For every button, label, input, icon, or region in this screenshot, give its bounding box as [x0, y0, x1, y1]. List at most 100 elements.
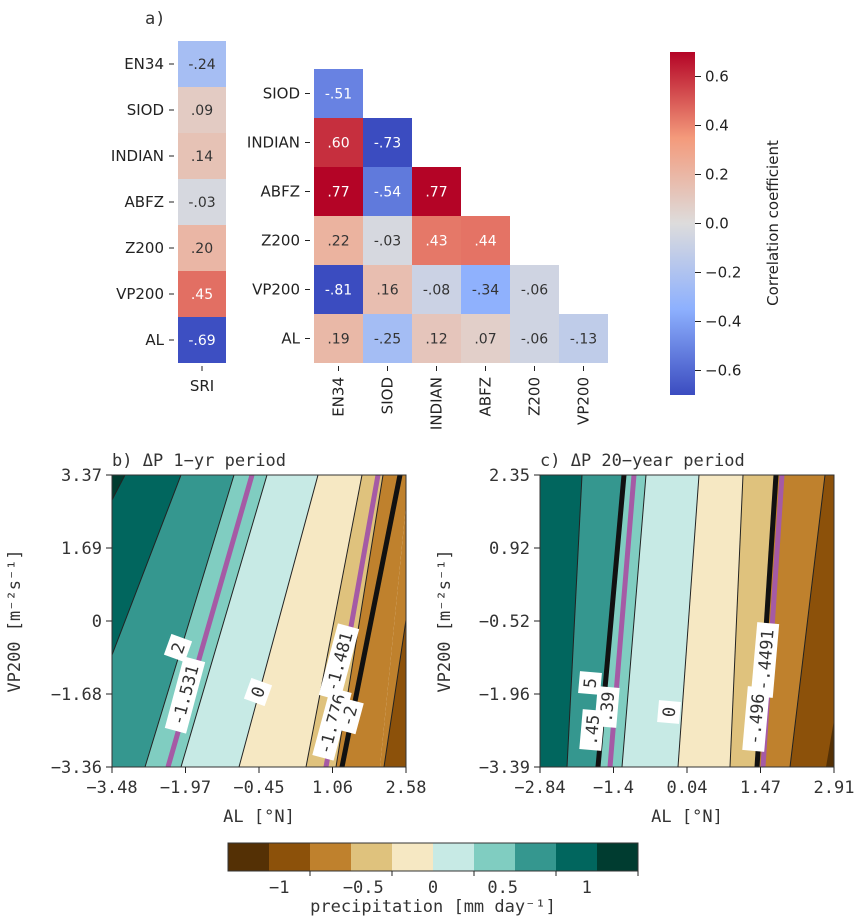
heatmap-cell: [412, 216, 461, 265]
heatmap-cell: [363, 216, 412, 265]
panel-c-title: c) ΔP 20−year period: [540, 451, 745, 471]
y-tick-label: −1.68: [51, 685, 102, 705]
column-tick-label: Z200: [526, 377, 544, 416]
heatmap-cell: [314, 216, 363, 265]
x-tick-label: 1.47: [740, 778, 781, 798]
y-tick-label: 0: [92, 612, 102, 632]
y-tick-label: 2.35: [489, 466, 530, 486]
row-tick-label: SIOD: [127, 101, 164, 119]
heatmap-cell: [314, 314, 363, 363]
heatmap-cell: [510, 314, 559, 363]
heatmap-cell: [363, 265, 412, 314]
row-tick-label: Z200: [261, 232, 300, 250]
x-tick-label: −1.4: [593, 778, 634, 798]
colorbar-tick-label: 0.2: [705, 166, 729, 184]
correlation-triangle-heatmap: -.51 SIOD .60 -.73 INDIAN .77 -.54 .77 ABFZ .22 -.…: [247, 69, 608, 430]
cell-value-label: -.51: [325, 87, 352, 103]
colorbar-tick-label: 0: [428, 878, 438, 898]
y-tick-label: −1.96: [479, 685, 530, 705]
colorbar-tick-label: 0.6: [705, 68, 729, 86]
colorbar-tick-label: 0.0: [705, 215, 729, 233]
row-tick-label: ABFZ: [261, 183, 300, 201]
heatmap-cell: [363, 167, 412, 216]
y-tick-label: 1.69: [61, 539, 102, 559]
colorbar-tick-label: 1: [582, 878, 592, 898]
cell-value-label: .43: [425, 234, 447, 250]
heatmap-cell: [461, 314, 510, 363]
colorbar-tick-label: −0.2: [705, 264, 741, 282]
row-tick-label: ABFZ: [125, 193, 164, 211]
correlation-colorbar-gradient: [670, 52, 695, 395]
colorbar-tick-label: −0.5: [343, 878, 384, 898]
column-tick-label: VP200: [575, 377, 593, 425]
row-tick-label: AL: [145, 331, 164, 349]
y-tick-label: −3.39: [479, 758, 530, 778]
row-tick-label: INDIAN: [111, 147, 164, 165]
panel-c-contour-labels: 5 .39 0 -.4491 -.496 .45: [578, 622, 780, 752]
heatmap-cell: [412, 167, 461, 216]
cell-value-label: .12: [425, 332, 447, 348]
cell-value-label: -.73: [374, 136, 401, 152]
cell-value-label: .20: [191, 241, 213, 257]
cell-value-label: .77: [327, 185, 349, 201]
heatmap-cell: [559, 314, 608, 363]
colorbar-tick-label: 0.4: [705, 117, 729, 135]
cell-value-label: .45: [191, 287, 213, 303]
colorbar-segment: [556, 843, 597, 871]
contour-label: 5: [581, 677, 602, 689]
cell-value-label: -.06: [521, 283, 548, 299]
cell-value-label: .44: [474, 234, 496, 250]
x-tick-label: 2.58: [386, 778, 427, 798]
x-tick-label: −0.45: [233, 778, 284, 798]
heatmap-cell: [363, 314, 412, 363]
cell-value-label: -.24: [188, 57, 215, 73]
panel-a-label: a): [145, 9, 165, 29]
x-tick-label: 2.91: [814, 778, 855, 798]
heatmap-cell: [178, 133, 226, 179]
heatmap-cell: [461, 265, 510, 314]
panel-b-contour-plot: [112, 475, 406, 767]
row-tick-label: INDIAN: [247, 134, 300, 152]
row-tick-label: VP200: [116, 285, 164, 303]
heatmap-cell: [510, 265, 559, 314]
heatmap-cell: [314, 167, 363, 216]
y-tick-label: −0.52: [479, 612, 530, 632]
contour-label: 0: [660, 706, 681, 718]
panel-b-xlabel: AL [°N]: [223, 807, 295, 827]
colorbar-segment: [433, 843, 474, 871]
heatmap-cell: [178, 41, 226, 87]
cell-value-label: -.81: [325, 283, 352, 299]
cell-value-label: .19: [327, 332, 349, 348]
sri-heatmap: -.24 EN34 .09 SIOD .14 INDIAN -.03 ABFZ .20 Z200.…: [111, 41, 226, 395]
x-tick-label: −2.84: [514, 778, 565, 798]
cell-value-label: .60: [327, 136, 349, 152]
cell-value-label: -.08: [423, 283, 450, 299]
row-tick-label: VP200: [252, 281, 300, 299]
contour-label: .45: [582, 714, 605, 746]
column-tick-label: SRI: [190, 377, 214, 395]
cell-value-label: -.34: [472, 283, 499, 299]
cell-value-label: .09: [191, 103, 213, 119]
heatmap-cell: [412, 314, 461, 363]
colorbar-segment: [515, 843, 556, 871]
x-tick-label: 0.04: [667, 778, 708, 798]
panel-c-xlabel: AL [°N]: [651, 807, 723, 827]
x-tick-label: −3.48: [86, 778, 137, 798]
row-tick-label: SIOD: [263, 85, 300, 103]
cell-value-label: .07: [474, 332, 496, 348]
correlation-colorbar-label: Correlation coefficient: [764, 140, 782, 306]
panel-c-ylabel: VP200 [m⁻²s⁻¹]: [435, 549, 455, 692]
colorbar-tick-label: −0.6: [705, 362, 741, 380]
heatmap-cell: [363, 118, 412, 167]
column-tick-label: SIOD: [379, 377, 397, 414]
column-tick-label: EN34: [330, 377, 348, 417]
cell-value-label: .77: [425, 185, 447, 201]
y-tick-label: −3.36: [51, 758, 102, 778]
column-tick-label: ABFZ: [477, 377, 495, 416]
colorbar-tick-label: −0.4: [705, 313, 741, 331]
heatmap-cell: [178, 87, 226, 133]
cell-value-label: -.13: [570, 332, 597, 348]
column-tick-label: INDIAN: [428, 377, 446, 430]
heatmap-cell: [178, 271, 226, 317]
